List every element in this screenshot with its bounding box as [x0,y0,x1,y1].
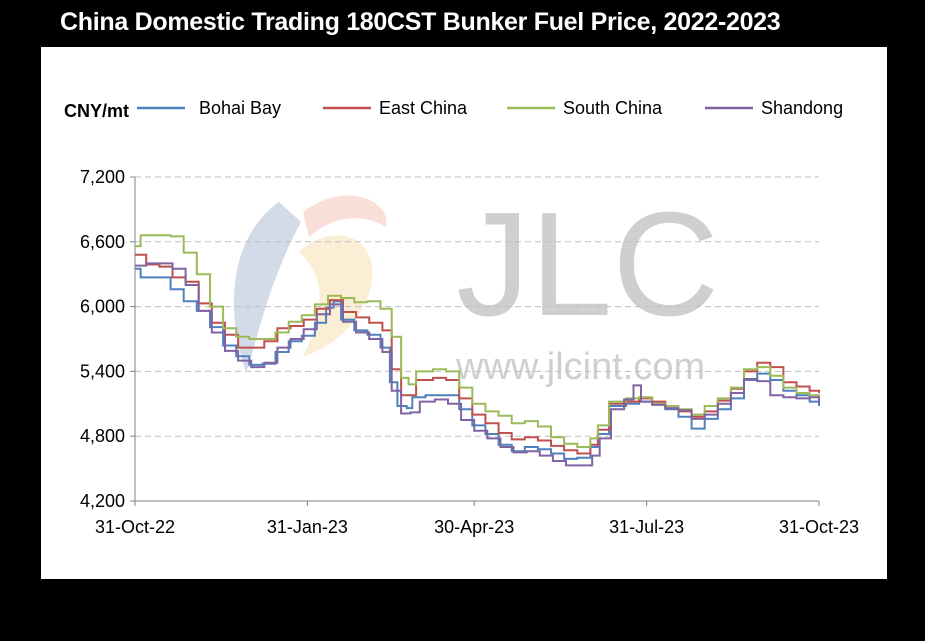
legend: Bohai Bay East China South China Shandong [137,98,843,118]
series-line-shandong [135,262,820,467]
series-lines [135,234,820,467]
y-tick-label: 5,400 [80,361,125,381]
grid-lines [135,176,819,437]
chart-panel: JLC www.jlcint.com 4,200 4,800 5,400 6,000 6… [41,47,887,579]
y-tick-label: 4,800 [80,426,125,446]
chart-axes [130,176,820,506]
line-chart: JLC www.jlcint.com 4,200 4,800 5,400 6,000 6… [64,98,859,537]
jlc-watermark: JLC www.jlcint.com [233,182,719,388]
chart-title: China Domestic Trading 180CST Bunker Fue… [60,8,781,36]
watermark-url-text: www.jlcint.com [455,346,705,388]
x-tick-label: 31-Oct-22 [95,517,175,537]
series-line-east-china [135,253,820,455]
legend-label: East China [379,98,468,118]
x-tick-label: 31-Oct-23 [779,517,859,537]
x-tick-label: 31-Jan-23 [267,517,348,537]
y-axis-unit-label: CNY/mt [64,101,129,121]
legend-label: Shandong [761,98,843,118]
x-tick-label: 31-Jul-23 [609,517,684,537]
y-tick-label: 6,000 [80,297,125,317]
y-tick-label: 7,200 [80,167,125,187]
legend-label: Bohai Bay [199,98,281,118]
tick-labels: 4,200 4,800 5,400 6,000 6,600 7,200 31-Oct-22 3… [80,167,859,537]
watermark-swirl-red [303,195,387,237]
y-tick-label: 4,200 [80,491,125,511]
y-tick-label: 6,600 [80,232,125,252]
watermark-logo-text: JLC [456,182,719,347]
legend-label: South China [563,98,663,118]
watermark-swirl-blue [233,202,301,372]
x-tick-label: 30-Apr-23 [434,517,514,537]
series-line-south-china [135,234,820,448]
